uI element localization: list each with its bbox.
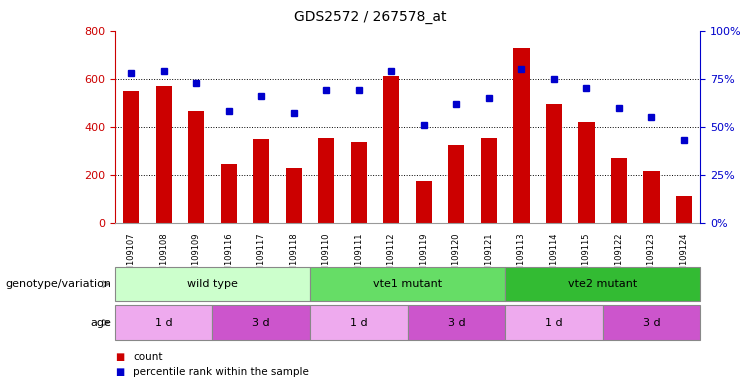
Bar: [350, 142, 367, 223]
Bar: [611, 159, 627, 223]
Bar: [285, 168, 302, 223]
Text: vte1 mutant: vte1 mutant: [373, 279, 442, 289]
Text: GDS2572 / 267578_at: GDS2572 / 267578_at: [294, 10, 447, 23]
Text: vte2 mutant: vte2 mutant: [568, 279, 637, 289]
Bar: [383, 76, 399, 223]
Text: 3 d: 3 d: [448, 318, 465, 328]
Bar: [448, 145, 465, 223]
Text: 3 d: 3 d: [642, 318, 660, 328]
Bar: [310, 305, 408, 340]
Bar: [416, 181, 432, 223]
Bar: [514, 48, 530, 223]
Bar: [481, 137, 497, 223]
Bar: [310, 267, 505, 301]
Bar: [643, 171, 659, 223]
Bar: [408, 305, 505, 340]
Bar: [676, 196, 692, 223]
Bar: [221, 164, 237, 223]
Bar: [318, 137, 334, 223]
Text: 3 d: 3 d: [253, 318, 270, 328]
Bar: [115, 267, 310, 301]
Bar: [213, 305, 310, 340]
Bar: [123, 91, 139, 223]
Bar: [188, 111, 205, 223]
Bar: [546, 104, 562, 223]
Text: 1 d: 1 d: [545, 318, 562, 328]
Text: count: count: [133, 352, 163, 362]
Bar: [602, 305, 700, 340]
Text: 1 d: 1 d: [155, 318, 173, 328]
Text: age: age: [90, 318, 111, 328]
Text: percentile rank within the sample: percentile rank within the sample: [133, 367, 309, 377]
Text: ■: ■: [115, 367, 124, 377]
Bar: [505, 267, 700, 301]
Text: genotype/variation: genotype/variation: [5, 279, 111, 289]
Bar: [115, 305, 213, 340]
Bar: [578, 122, 594, 223]
Bar: [156, 86, 172, 223]
Bar: [253, 139, 269, 223]
Text: wild type: wild type: [187, 279, 238, 289]
Text: 1 d: 1 d: [350, 318, 368, 328]
Text: ■: ■: [115, 352, 124, 362]
Bar: [505, 305, 602, 340]
